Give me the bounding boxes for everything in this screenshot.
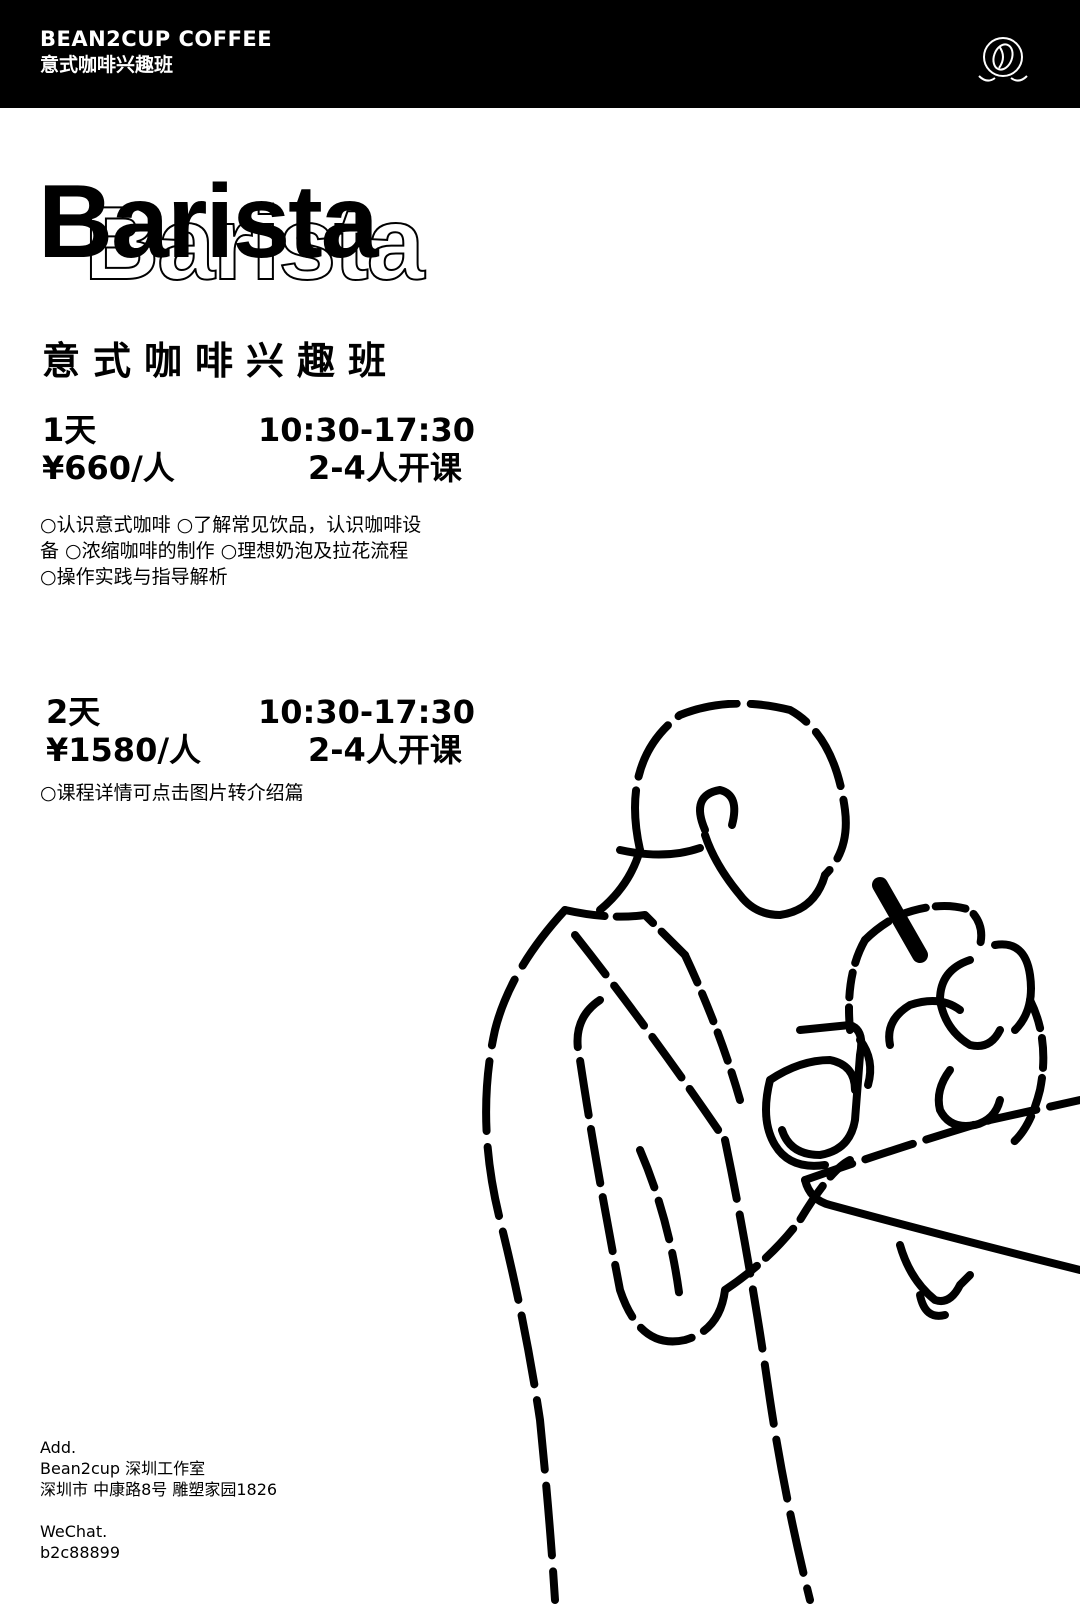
course2-price: ¥1580/人 (46, 731, 202, 769)
course1-price: ¥660/人 (42, 449, 175, 487)
course1-desc-line: 备 ○浓缩咖啡的制作 ○理想奶泡及拉花流程 (40, 540, 409, 562)
course2-time: 10:30-17:30 (258, 693, 475, 731)
hero-title-text: Barista (38, 164, 379, 280)
course1-group: 2-4人开课 (308, 449, 462, 487)
address-line: Bean2cup 深圳工作室 (40, 1459, 206, 1478)
wechat-label: WeChat. (40, 1522, 108, 1541)
course1-desc-line: ○操作实践与指导解析 (40, 566, 228, 588)
barista-illustration (482, 700, 1080, 1604)
address-block: Add. Bean2cup 深圳工作室 深圳市 中康路8号 雕塑家园1826 (40, 1437, 277, 1500)
top-bar: BEAN2CUP COFFEE 意式咖啡兴趣班 (0, 0, 1080, 108)
course1-duration: 1天 (42, 411, 97, 449)
course1-description: ○认识意式咖啡 ○了解常见饮品，认识咖啡设 备 ○浓缩咖啡的制作 ○理想奶泡及拉… (40, 512, 490, 590)
coffee-bean-emblem-icon (978, 37, 1028, 82)
course2-group: 2-4人开课 (308, 731, 462, 769)
hero-subtitle: 意式咖啡兴趣班 (42, 339, 400, 383)
address-label: Add. (40, 1438, 77, 1457)
course2-description: ○课程详情可点击图片转介绍篇 (40, 780, 490, 806)
hero-title-outline: Barista (83, 186, 426, 302)
course1-desc-line: ○认识意式咖啡 ○了解常见饮品，认识咖啡设 (40, 514, 422, 536)
wechat-block: WeChat. b2c88899 (40, 1521, 120, 1563)
address-line: 深圳市 中康路8号 雕塑家园1826 (40, 1480, 278, 1499)
brand-name: BEAN2CUP COFFEE (40, 27, 273, 51)
brand-subtitle: 意式咖啡兴趣班 (40, 54, 174, 76)
course2-desc-line: ○课程详情可点击图片转介绍篇 (40, 782, 304, 804)
hero-title: Barista Barista (38, 170, 498, 310)
course1-time: 10:30-17:30 (258, 411, 475, 449)
course2-duration: 2天 (46, 693, 101, 731)
wechat-id: b2c88899 (40, 1543, 121, 1562)
